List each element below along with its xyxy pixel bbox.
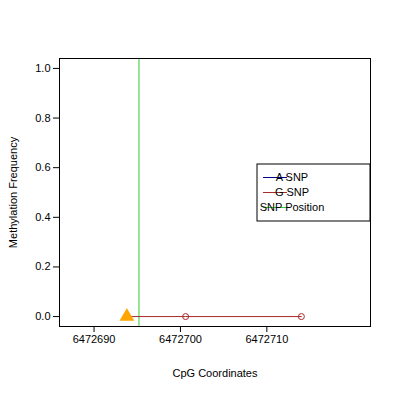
svg-text:G SNP: G SNP <box>275 186 309 198</box>
svg-text:CpG Coordinates: CpG Coordinates <box>173 367 258 379</box>
svg-text:0.2: 0.2 <box>35 260 50 272</box>
svg-text:SNP Position: SNP Position <box>260 201 325 213</box>
svg-text:6472700: 6472700 <box>159 333 202 345</box>
svg-text:6472690: 6472690 <box>73 333 116 345</box>
svg-text:0.0: 0.0 <box>35 310 50 322</box>
svg-text:0.8: 0.8 <box>35 112 50 124</box>
svg-text:6472710: 6472710 <box>245 333 288 345</box>
svg-text:0.6: 0.6 <box>35 161 50 173</box>
svg-text:A SNP: A SNP <box>276 171 308 183</box>
svg-text:0.4: 0.4 <box>35 211 50 223</box>
svg-text:Methylation Frequency: Methylation Frequency <box>7 136 19 248</box>
svg-text:1.0: 1.0 <box>35 62 50 74</box>
